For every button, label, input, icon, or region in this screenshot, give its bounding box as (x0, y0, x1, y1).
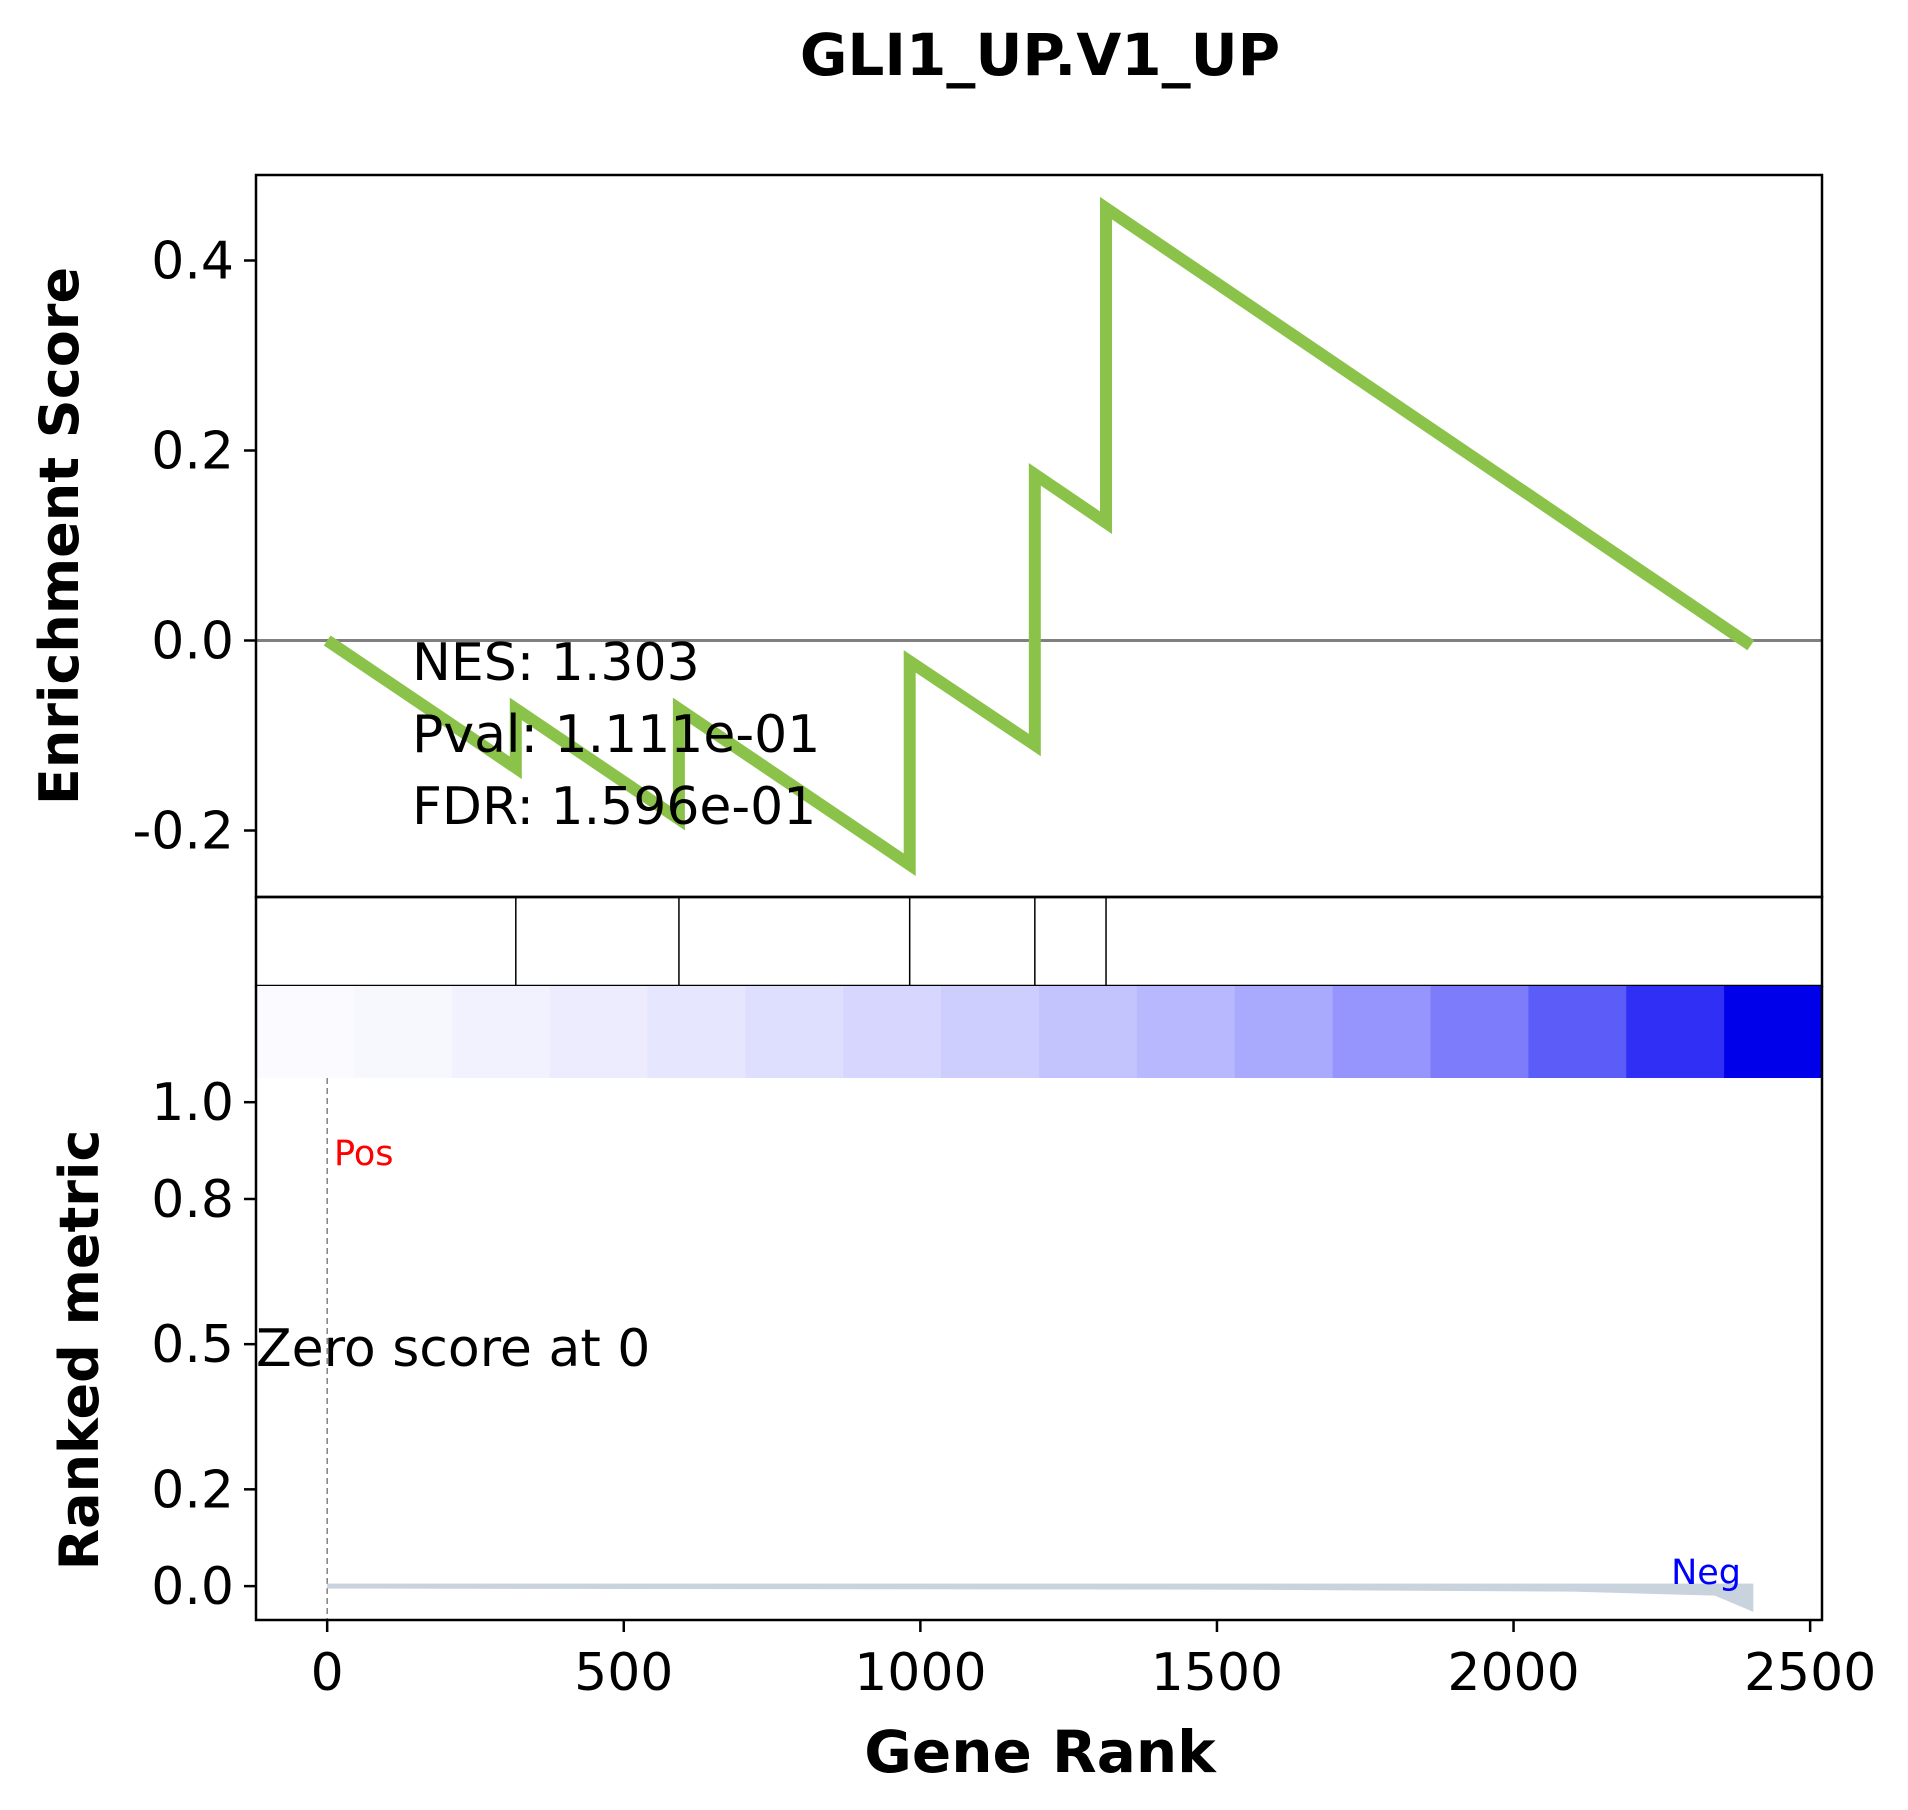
heatmap-cell (451, 986, 551, 1078)
rank-heatmap-strip (256, 986, 1823, 1078)
heatmap-cell (647, 986, 747, 1078)
x-tick-label: 2500 (1744, 1643, 1876, 1703)
ranked-metric-area (327, 1583, 1754, 1612)
es-running-line (323, 196, 1755, 876)
x-tick-label: 1500 (1151, 1643, 1283, 1703)
ranked-metric-panel: 1.00.80.50.20.0 Pos Neg Zero score at 0 … (48, 986, 1824, 1622)
zero-score-label: Zero score at 0 (256, 1319, 650, 1379)
x-tick-label: 0 (311, 1643, 344, 1703)
heatmap-cell (1136, 986, 1236, 1078)
heatmap-cell (1528, 986, 1628, 1078)
heatmap-cell (1430, 986, 1530, 1078)
ranked-y-tick-label: 0.8 (151, 1170, 234, 1230)
heatmap-cell (1332, 986, 1432, 1078)
hit-panel-frame (254, 895, 1824, 988)
heatmap-cell (1724, 986, 1823, 1078)
heatmap-cell (1626, 986, 1725, 1078)
heatmap-cell (549, 986, 649, 1078)
neg-label: Neg (1671, 1553, 1741, 1593)
es-y-axis-label: Enrichment Score (28, 267, 91, 805)
chart-title: GLI1_UP.V1_UP (800, 21, 1280, 89)
x-axis-label: Gene Rank (864, 1718, 1217, 1786)
heatmap-cell (353, 986, 453, 1078)
fdr-annotation: FDR: 1.596e-01 (412, 777, 816, 837)
ranked-y-tick-label: 1.0 (151, 1073, 234, 1133)
nes-annotation: NES: 1.303 (412, 633, 700, 693)
pval-annotation: Pval: 1.111e-01 (412, 705, 820, 765)
ranked-panel-frame (254, 1078, 1824, 1622)
es-y-ticks: 0.4 0.2 0.0 -0.2 (133, 232, 256, 862)
enrichment-score-panel: 0.4 0.2 0.0 -0.2 NES: 1.303 Pval: 1.111e-01… (28, 173, 1824, 899)
heatmap-cell (1039, 986, 1138, 1078)
es-y-tick-label: 0.2 (151, 422, 234, 482)
x-axis-ticks: 0 500 1000 1500 2000 2500 (311, 1620, 1876, 1703)
ranked-y-axis-label: Ranked metric (48, 1130, 111, 1571)
hit-panel (254, 895, 1824, 988)
es-y-tick-label: 0.0 (151, 612, 234, 672)
ranked-y-ticks: 1.0 0.8 0.5 0.2 0.0 (151, 1073, 256, 1617)
heatmap-cell (1234, 986, 1334, 1078)
ranked-y-tick-label: 0.2 (151, 1460, 234, 1520)
heatmap-cell (941, 986, 1040, 1078)
heatmap-cell (843, 986, 942, 1078)
ranked-y-tick-label: 0.5 (151, 1315, 234, 1375)
heatmap-cell (745, 986, 845, 1078)
x-tick-label: 1000 (854, 1643, 986, 1703)
ranked-y-tick-label: 0.0 (151, 1557, 234, 1617)
heatmap-cell (256, 986, 355, 1078)
x-tick-label: 2000 (1447, 1643, 1579, 1703)
x-tick-label: 500 (574, 1643, 673, 1703)
hit-marks (515, 897, 1107, 986)
pos-label: Pos (334, 1134, 394, 1174)
es-y-tick-label: 0.4 (151, 232, 234, 292)
es-y-tick-label: -0.2 (133, 802, 234, 862)
